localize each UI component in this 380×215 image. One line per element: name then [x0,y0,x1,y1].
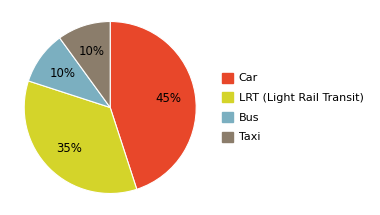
Wedge shape [110,22,196,189]
Text: 45%: 45% [155,92,181,105]
Wedge shape [28,38,110,108]
Text: 10%: 10% [50,67,76,80]
Wedge shape [24,81,137,194]
Text: 35%: 35% [56,142,82,155]
Text: 10%: 10% [79,45,105,58]
Wedge shape [60,22,110,108]
Legend: Car, LRT (Light Rail Transit), Bus, Taxi: Car, LRT (Light Rail Transit), Bus, Taxi [222,73,364,142]
